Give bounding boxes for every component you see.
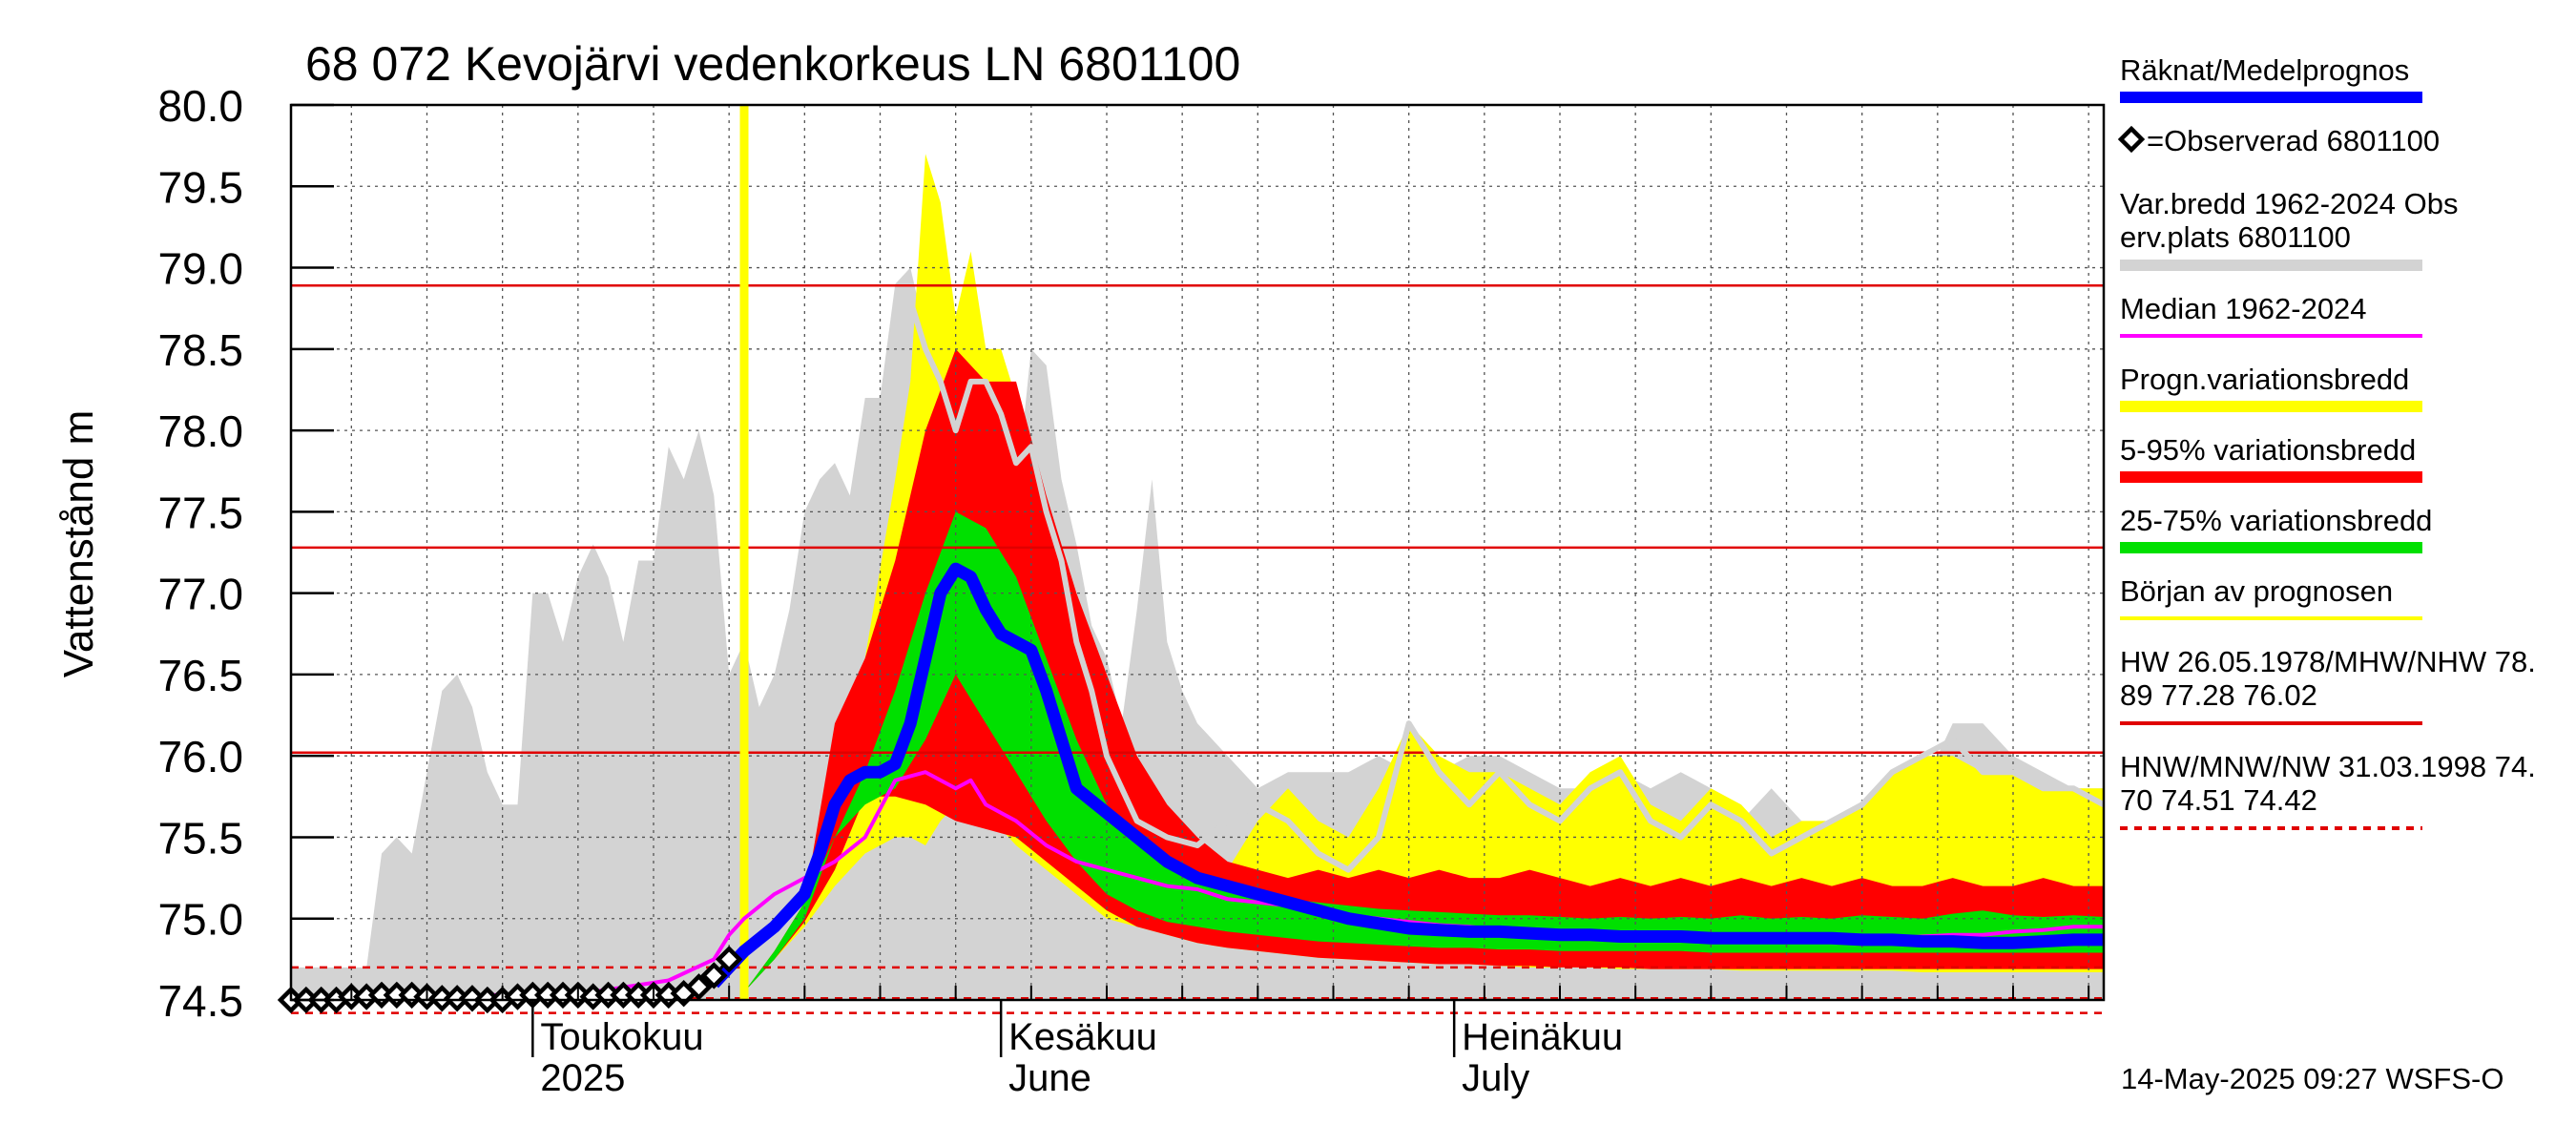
y-tick-label: 76.0 [157, 732, 243, 781]
legend-label: Början av prognosen [2120, 574, 2393, 608]
observed-point [715, 946, 743, 973]
y-axis-label: Vattenstånd m [55, 410, 102, 677]
reference-lines [291, 105, 2104, 1014]
y-tick-label: 74.5 [157, 976, 243, 1026]
observed-point [700, 962, 728, 989]
legend-label: Progn.variationsbredd [2120, 363, 2409, 396]
month-label: Toukokuu [540, 1016, 703, 1058]
legend: Räknat/Medelprognos =Observerad 6801100 Va… [2117, 53, 2536, 830]
month-sublabel: June [1008, 1057, 1091, 1099]
legend-label: 5-95% variationsbredd [2120, 433, 2416, 467]
y-tick-label: 80.0 [157, 81, 243, 131]
legend-marker [2117, 125, 2146, 154]
y-tick-label: 79.5 [157, 162, 243, 212]
observed-point [685, 973, 713, 1001]
legend-label: HW 26.05.1978/MHW/NHW 78. [2120, 645, 2536, 678]
month-sublabel: July [1462, 1057, 1529, 1099]
legend-label: =Observerad 6801100 [2147, 124, 2440, 157]
timestamp-footer: 14-May-2025 09:27 WSFS-O [2121, 1062, 2503, 1095]
series-line-5 [907, 299, 2106, 873]
plot-frame [289, 103, 2106, 1002]
series-line-6 [709, 562, 2104, 989]
y-tick-label: 77.0 [157, 570, 243, 619]
legend-label: 70 74.51 74.42 [2120, 783, 2317, 817]
y-tick-label: 75.0 [157, 895, 243, 945]
month-label: Heinäkuu [1462, 1016, 1623, 1058]
month-sublabel: 2025 [540, 1057, 625, 1099]
month-label: Kesäkuu [1008, 1016, 1157, 1058]
legend-label: Var.bredd 1962-2024 Obs [2120, 187, 2458, 220]
y-tick-label: 78.0 [157, 406, 243, 456]
plot-border [289, 103, 2106, 1002]
legend-label: Median 1962-2024 [2120, 292, 2367, 325]
y-tick-label: 79.0 [157, 244, 243, 294]
legend-label: Räknat/Medelprognos [2120, 53, 2409, 87]
y-axis: 74.5 75.0 75.5 76.0 76.5 77.0 77.5 78.0 78.5 79.0… [157, 81, 334, 1026]
legend-label: HNW/MNW/NW 31.03.1998 74. [2120, 750, 2536, 783]
chart-title: 68 072 Kevojärvi vedenkorkeus LN 6801100 [305, 37, 1240, 91]
y-tick-label: 78.5 [157, 325, 243, 375]
y-tick-label: 76.5 [157, 651, 243, 700]
y-tick-label: 77.5 [157, 488, 243, 537]
legend-label: 89 77.28 76.02 [2120, 678, 2317, 712]
y-tick-label: 75.5 [157, 813, 243, 863]
legend-label: 25-75% variationsbredd [2120, 504, 2432, 537]
legend-label: erv.plats 6801100 [2120, 220, 2351, 254]
